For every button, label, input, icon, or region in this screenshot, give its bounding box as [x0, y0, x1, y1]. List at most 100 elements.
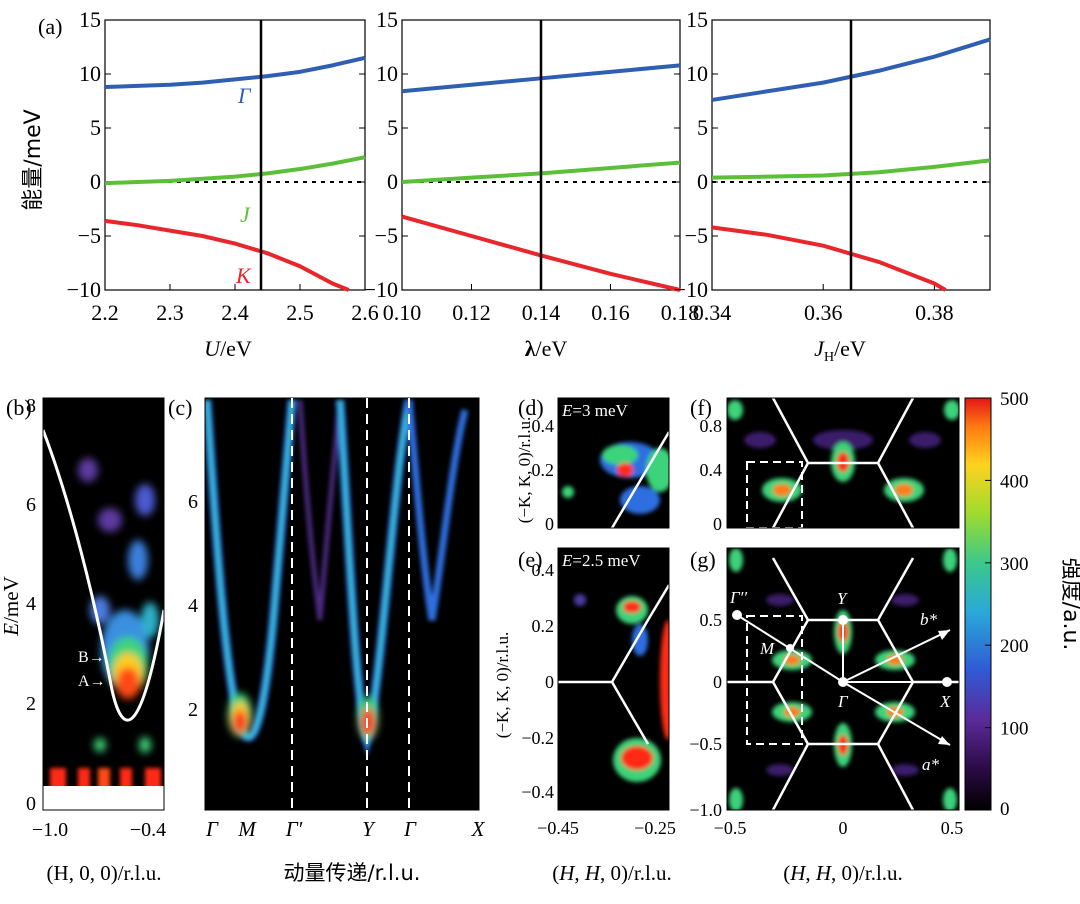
tick-d-y0: 0 [545, 514, 554, 534]
tick-e-y0: −0.4 [521, 782, 554, 802]
heatmap-b-blobs [43, 429, 164, 810]
xtick-label: 0.34 [693, 300, 732, 325]
ytick-label: 5 [387, 115, 398, 140]
tick-e-y1: −0.2 [521, 728, 554, 748]
tick-g-y0: −1.0 [689, 800, 722, 820]
tick-e-x0: −0.45 [537, 818, 579, 838]
xtick-label: 0.36 [804, 300, 843, 325]
y-axis-label-b: E/meV [0, 576, 23, 636]
tick-e-x1: −0.25 [634, 818, 676, 838]
tick-g-x0: −0.5 [714, 818, 747, 838]
colorbar-tick-label: 200 [1000, 636, 1029, 657]
dispersion-curve [43, 429, 164, 722]
y-axis-label-e: (−K, K, 0)/r.l.u. [493, 632, 512, 738]
tick-e-y2: 0 [545, 672, 554, 692]
x-axis-label-a2: λ/eV [525, 336, 568, 361]
tick-g-y1: −0.5 [689, 734, 722, 754]
tick-f-y1: 0.4 [700, 460, 723, 480]
frame-d [557, 397, 670, 529]
series-K [711, 225, 947, 292]
colorbar-tick-label: 500 [1000, 389, 1029, 410]
panel-label-g: (g) [690, 547, 716, 572]
heatmap-d-blobs [562, 442, 669, 514]
tick-b-y0: 0 [26, 793, 36, 815]
tick-c-x5: X [471, 817, 486, 841]
point-gamma-pp [732, 610, 742, 620]
tick-b-y3: 6 [26, 494, 36, 516]
bz-line-d [610, 431, 671, 529]
tick-e-y4: 0.4 [532, 560, 555, 580]
x-axis-label-g: (H, H, 0)/r.l.u. [783, 861, 903, 885]
tick-b-y1: 2 [26, 693, 36, 715]
plot-frame-a1 [104, 19, 366, 291]
point-gamma [838, 677, 848, 687]
tick-c-x0: Γ [205, 817, 219, 841]
xtick-label: 0.16 [591, 300, 630, 325]
tick-c-y2: 6 [188, 491, 198, 513]
ytick-label: 0 [90, 169, 101, 194]
tick-d-y2: 0.4 [532, 416, 555, 436]
tick-c-x3: Y [362, 817, 376, 841]
panel-label-a: (a) [38, 14, 62, 39]
ytick-label: 0 [387, 169, 398, 194]
tick-g-y3: 0.5 [700, 610, 723, 630]
vector-b-star [842, 629, 951, 683]
tick-c-x2: Γ′ [285, 817, 303, 841]
panel-label-f: (f) [690, 395, 712, 420]
label-b-star: b* [920, 610, 938, 629]
label-gamma: Γ [237, 83, 252, 108]
energy-label-d: E=3 meV [561, 401, 628, 420]
xtick-label: 2.5 [286, 300, 314, 325]
label-j: J [240, 202, 251, 227]
colorbar-tick-label: 400 [1000, 471, 1029, 492]
series-K [104, 218, 350, 292]
label-k: K [235, 263, 252, 288]
xtick-label: 0.18 [661, 300, 700, 325]
ytick-label: −5 [375, 223, 398, 248]
tick-b-x1: −0.4 [130, 819, 166, 841]
colorbar [964, 397, 992, 811]
arrowhead-b [938, 630, 950, 640]
colorbar-tick-label: 0 [1000, 799, 1010, 820]
tick-d-y1: 0.2 [532, 460, 555, 480]
ytick-label: −10 [67, 277, 101, 302]
xtick-label: 2.2 [91, 300, 119, 325]
frame-b [42, 397, 165, 811]
heatmap-c-bands [205, 399, 469, 757]
colorbar-label: 强度/a.u. [1058, 558, 1080, 651]
label-y: Y [837, 589, 848, 608]
panel-label-c: (c) [168, 395, 192, 420]
series-Γ [104, 55, 366, 89]
ytick-label: −10 [674, 277, 708, 302]
point-y [838, 615, 848, 625]
label-x: X [939, 692, 951, 711]
frame-e [557, 547, 670, 811]
ytick-label: −5 [78, 223, 101, 248]
ytick-label: 0 [697, 169, 708, 194]
frame-g [726, 547, 960, 811]
ytick-label: 10 [79, 61, 101, 86]
panel-label-d: (d) [518, 395, 544, 420]
colorbar-ticks: 0 100 200 300 400 500 [985, 389, 1029, 820]
bz-hexagon-g [727, 557, 959, 810]
bz-lines-e [558, 584, 671, 745]
x-axis-label-c: 动量传递/r.l.u. [284, 861, 421, 885]
tick-b-y4: 8 [26, 395, 36, 417]
x-axis-label-e: (H, H, 0)/r.l.u. [552, 861, 672, 885]
frame-c [204, 397, 480, 811]
xtick-label: 2.3 [156, 300, 184, 325]
xtick-label: 0.38 [915, 300, 954, 325]
heatmap-e-blobs [574, 594, 669, 782]
tick-b-x0: −1.0 [32, 819, 68, 841]
label-gamma-g: Γ [837, 692, 849, 711]
point-m [786, 644, 794, 652]
label-a-arrow: A→ [78, 673, 106, 690]
tick-c-y0: 2 [188, 699, 198, 721]
tick-c-x4: Γ [403, 817, 417, 841]
ytick-label: −5 [685, 223, 708, 248]
xtick-label: 2.4 [221, 300, 249, 325]
tick-g-x1: 0 [839, 818, 848, 838]
tick-c-x1: M [237, 817, 257, 841]
